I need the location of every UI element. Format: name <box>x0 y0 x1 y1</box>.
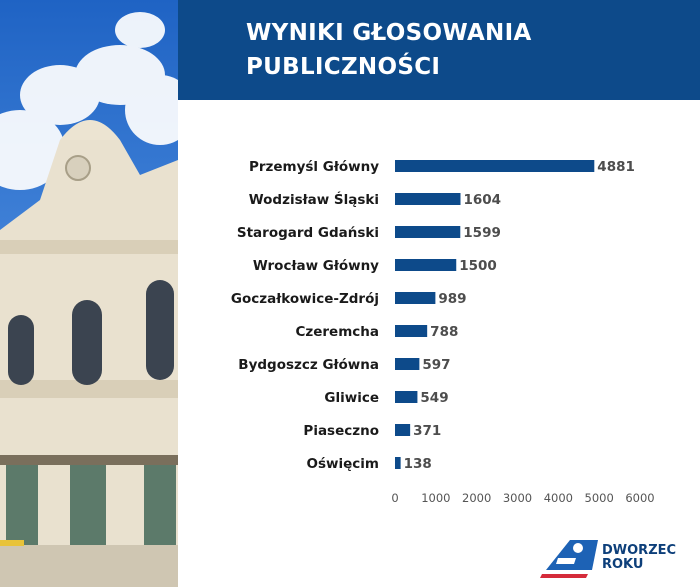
x-tick-label: 6000 <box>625 491 654 505</box>
x-tick-label: 4000 <box>544 491 573 505</box>
value-label: 1500 <box>459 258 497 274</box>
bar <box>395 358 420 370</box>
value-label: 989 <box>438 291 466 307</box>
category-label: Bydgoszcz Główna <box>238 357 379 373</box>
category-label: Goczałkowice-Zdrój <box>231 291 379 307</box>
x-tick-label: 0 <box>391 491 398 505</box>
value-label: 4881 <box>597 159 635 175</box>
title-line-1: WYNIKI GŁOSOWANIA <box>246 20 532 46</box>
category-label: Gliwice <box>324 390 379 406</box>
value-label: 1604 <box>463 192 501 208</box>
category-label: Czeremcha <box>295 324 379 340</box>
train-icon <box>540 540 598 578</box>
page-title: WYNIKI GŁOSOWANIA PUBLICZNOŚCI <box>246 16 676 84</box>
value-label: 371 <box>413 423 441 439</box>
bar <box>395 259 457 271</box>
chart-bars: Przemyśl Główny 4881 Wodzisław Śląski 1604 S… <box>231 159 635 472</box>
value-label: 597 <box>422 357 450 373</box>
x-tick-label: 1000 <box>421 491 450 505</box>
value-label: 788 <box>430 324 458 340</box>
title-banner <box>178 0 700 100</box>
category-label: Przemyśl Główny <box>249 159 379 175</box>
bar <box>395 424 411 436</box>
x-tick-label: 2000 <box>462 491 491 505</box>
category-label: Starogard Gdański <box>237 225 379 241</box>
bar <box>395 193 461 205</box>
dworzec-roku-logo <box>540 540 598 578</box>
railway-station-photo <box>0 0 178 587</box>
bar <box>395 292 436 304</box>
bar <box>395 325 428 337</box>
bar-chart: Przemyśl Główny 4881 Wodzisław Śląski 1604 S… <box>231 159 655 505</box>
category-label: Wrocław Główny <box>253 258 379 274</box>
category-label: Piaseczno <box>303 423 379 439</box>
title-line-2: PUBLICZNOŚCI <box>246 54 441 80</box>
logo-text-dworzec: DWORZEC <box>602 543 677 558</box>
value-label: 549 <box>420 390 448 406</box>
bar <box>395 160 595 172</box>
value-label: 1599 <box>463 225 501 241</box>
category-label: Oświęcim <box>307 456 379 472</box>
x-tick-label: 3000 <box>503 491 532 505</box>
bar <box>395 457 401 469</box>
x-axis-ticks: 0 1000 2000 3000 4000 5000 6000 <box>391 491 654 505</box>
bar <box>395 391 418 403</box>
bar <box>395 226 461 238</box>
x-tick-label: 5000 <box>585 491 614 505</box>
value-label: 138 <box>404 456 432 472</box>
logo-text-roku: ROKU <box>602 557 644 572</box>
category-label: Wodzisław Śląski <box>249 190 379 208</box>
